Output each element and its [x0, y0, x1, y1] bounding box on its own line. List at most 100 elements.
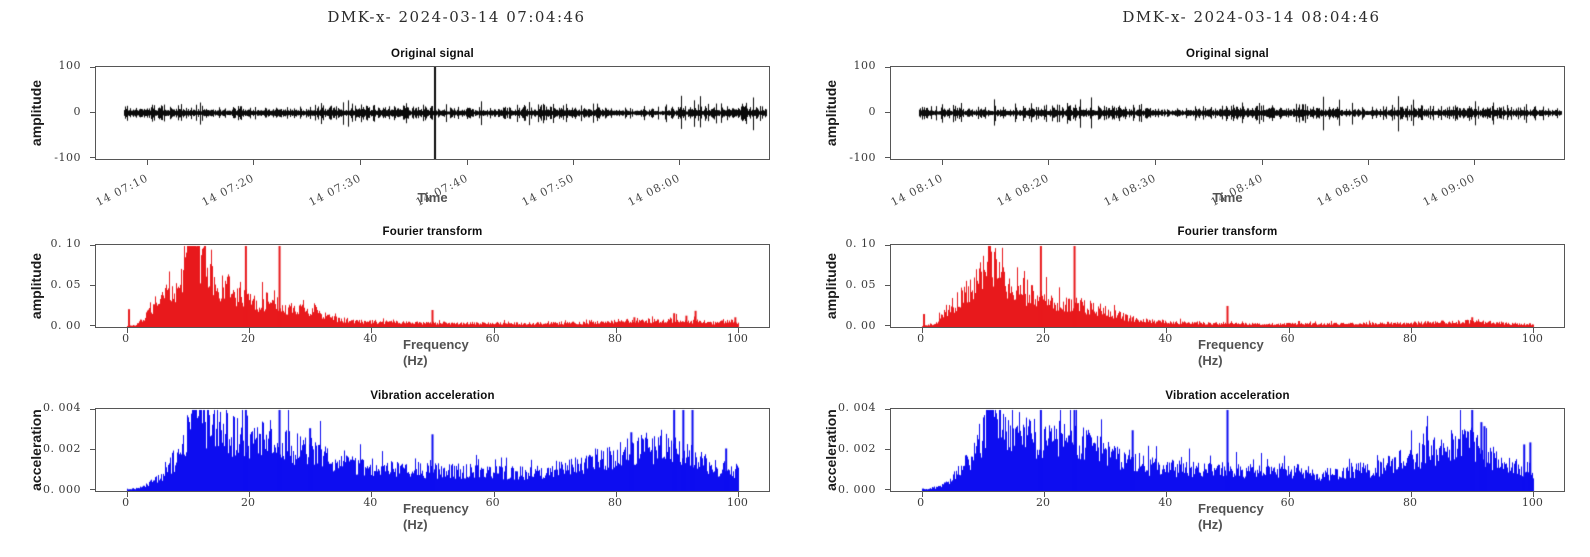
y-tick-label: 0. 05 — [50, 278, 81, 291]
tick-mark — [1261, 159, 1263, 165]
x-axis-label: Frequency (Hz) — [95, 501, 770, 533]
plot-title: Original signal — [391, 48, 474, 60]
plot-area — [90, 408, 770, 497]
x-tick-label: 0 — [917, 332, 925, 345]
y-tick-label: 0. 004 — [43, 401, 81, 414]
panel-left: DMK-x- 2024-03-14 07:04:46 Original sign… — [0, 8, 770, 533]
tick-mark — [921, 327, 923, 333]
spectrum-canvas — [891, 245, 1564, 327]
tick-mark — [679, 159, 681, 165]
tick-mark — [359, 159, 361, 165]
tick-mark — [248, 327, 250, 333]
tick-mark — [885, 449, 891, 450]
subplot-original-signal: Original signal amplitude 100 0 -100 14 08… — [795, 0, 1590, 557]
panel-suptitle: DMK-x- 2024-03-14 07:04:46 — [327, 8, 586, 26]
x-tick-label: 0 — [122, 332, 130, 345]
tick-mark — [90, 285, 96, 286]
tick-mark — [126, 327, 128, 333]
x-tick-label: 80 — [1403, 332, 1418, 345]
y-tick-label: 0. 05 — [845, 278, 876, 291]
plot-title: Vibration acceleration — [370, 390, 495, 402]
tick-mark — [90, 112, 96, 113]
x-tick-label: 60 — [485, 332, 500, 345]
tick-mark — [885, 285, 891, 286]
x-tick-label: 60 — [485, 496, 500, 509]
x-tick-label: 80 — [608, 496, 623, 509]
x-axis-label-line1: Frequency — [1198, 337, 1264, 352]
y-axis-ticks: 0. 004 0. 002 0. 000 — [795, 401, 883, 496]
subplot-vibration-acceleration: Vibration acceleration acceleration 0. 0… — [0, 390, 770, 533]
tick-mark — [1288, 327, 1290, 333]
tick-mark — [126, 491, 128, 497]
y-axis-ticks: 0. 10 0. 05 0. 00 — [0, 237, 88, 332]
tick-mark — [1043, 327, 1045, 333]
x-axis-label: Time — [417, 190, 448, 205]
y-axis-ticks: 0. 004 0. 002 0. 000 — [0, 401, 88, 496]
waveform-canvas — [96, 67, 769, 159]
x-axis-label-line2: (Hz) — [1198, 517, 1223, 532]
subplot-vibration-acceleration: Vibration acceleration acceleration 0. 0… — [795, 0, 1590, 557]
tick-mark — [493, 327, 495, 333]
tick-mark — [885, 489, 891, 490]
x-tick-label: 0 — [122, 496, 130, 509]
tick-mark — [90, 67, 96, 68]
tick-mark — [1533, 327, 1535, 333]
x-tick-label: 60 — [1280, 332, 1295, 345]
y-tick-label: 0. 10 — [845, 237, 876, 250]
tick-mark — [1288, 491, 1290, 497]
x-axis-ticks: 0 20 40 60 80 100 — [890, 492, 1565, 510]
waveform-canvas — [891, 67, 1564, 159]
y-tick-label: 0. 000 — [43, 483, 81, 496]
tick-mark — [90, 409, 96, 410]
tick-mark — [738, 491, 740, 497]
tick-mark — [466, 159, 468, 165]
tick-mark — [1166, 327, 1168, 333]
x-tick-label: 80 — [1403, 496, 1418, 509]
x-axis-label-line1: Frequency — [1198, 501, 1264, 516]
y-tick-label: -100 — [54, 151, 81, 164]
spectrum-canvas — [891, 409, 1564, 491]
tick-mark — [371, 327, 373, 333]
y-tick-label: 0 — [73, 105, 81, 118]
tick-mark — [147, 159, 149, 165]
tick-mark — [573, 159, 575, 165]
tick-mark — [90, 325, 96, 326]
tick-mark — [1154, 159, 1156, 165]
x-axis-label: Frequency (Hz) — [890, 501, 1565, 533]
tick-mark — [885, 245, 891, 246]
y-tick-label: 0 — [868, 105, 876, 118]
tick-mark — [90, 245, 96, 246]
y-tick-label: 0. 000 — [838, 483, 876, 496]
x-tick-label: 100 — [726, 332, 748, 345]
x-tick-label: 40 — [1158, 332, 1173, 345]
x-axis-label-line2: (Hz) — [403, 353, 428, 368]
tick-mark — [1166, 491, 1168, 497]
tick-mark — [921, 491, 923, 497]
tick-mark — [1533, 491, 1535, 497]
x-axis-ticks: 0 20 40 60 80 100 — [890, 328, 1565, 346]
x-axis-label: Time — [1212, 190, 1243, 205]
tick-mark — [616, 491, 618, 497]
y-tick-label: 0. 00 — [50, 319, 81, 332]
spectrum-canvas — [96, 409, 769, 491]
tick-mark — [248, 491, 250, 497]
y-tick-label: 0. 002 — [43, 442, 81, 455]
y-tick-label: 100 — [58, 59, 81, 72]
x-axis-label-line2: (Hz) — [403, 517, 428, 532]
tick-mark — [1043, 491, 1045, 497]
plot-area — [885, 244, 1565, 333]
x-tick-label: 60 — [1280, 496, 1295, 509]
x-tick-label: 80 — [608, 332, 623, 345]
tick-mark — [1411, 327, 1413, 333]
x-tick-label: 0 — [917, 496, 925, 509]
subplot-fourier-transform: Fourier transform amplitude 0. 10 0. 05 0.… — [0, 226, 770, 368]
y-tick-label: 0. 002 — [838, 442, 876, 455]
y-tick-label: -100 — [849, 151, 876, 164]
y-tick-label: 100 — [853, 59, 876, 72]
x-tick-label: 40 — [363, 332, 378, 345]
x-tick-label: 100 — [726, 496, 748, 509]
x-axis-label-line2: (Hz) — [1198, 353, 1223, 368]
panel-suptitle: DMK-x- 2024-03-14 08:04:46 — [1122, 8, 1381, 26]
x-tick-label: 20 — [1035, 496, 1050, 509]
tick-mark — [885, 157, 891, 158]
